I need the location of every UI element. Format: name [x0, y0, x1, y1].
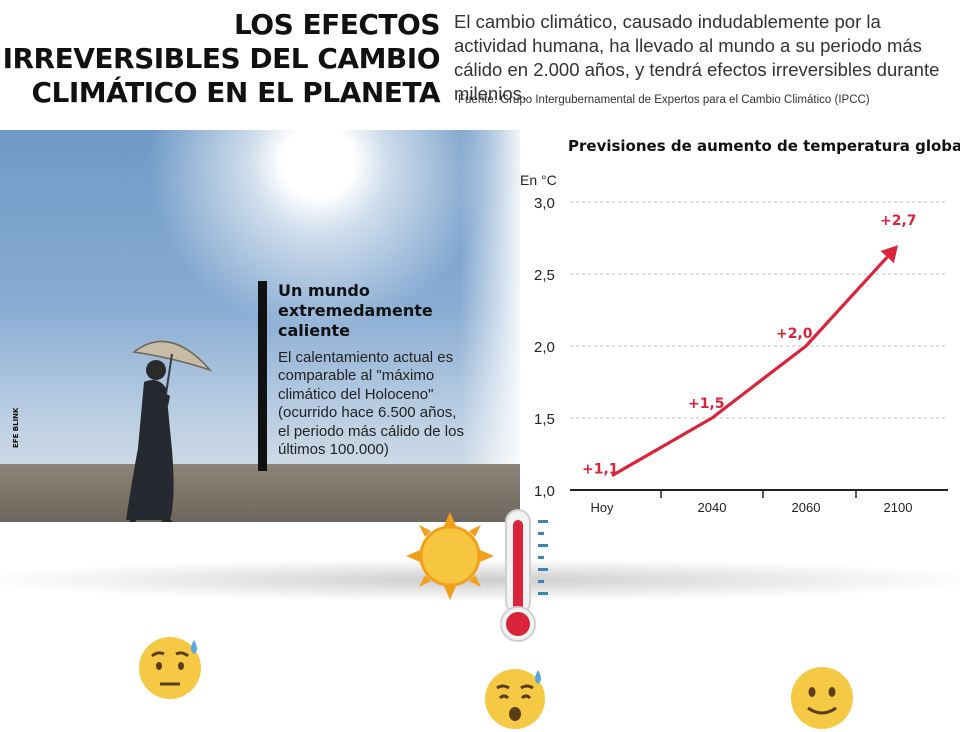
- point-label: +2,7: [880, 213, 917, 229]
- thermometer-icon: [500, 509, 548, 642]
- intro-text: El cambio climático, causado indudableme…: [454, 11, 940, 104]
- callout-bar: [258, 281, 267, 471]
- x-tick-label: Hoy: [590, 500, 614, 515]
- source-text: Fuente: Grupo Intergubernamental de Expe…: [458, 94, 870, 106]
- chart-series: [611, 245, 898, 477]
- sun-icon: [406, 512, 494, 600]
- x-tick-label: 2060: [792, 500, 821, 515]
- smiling-face-icon: [791, 667, 853, 729]
- point-label: +2,0: [776, 326, 813, 342]
- chart-y-label: En °C: [520, 172, 557, 188]
- photo-fade: [460, 130, 520, 522]
- sad-face-icon: [139, 637, 201, 699]
- woman-with-umbrella-icon: [126, 340, 213, 522]
- bottom-shadow: [0, 560, 960, 600]
- chart-y-ticks: 1,0 1,5 2,0 2,5 3,0: [534, 195, 555, 500]
- y-tick-label: 3,0: [534, 195, 555, 212]
- chart-title: Previsiones de aumento de temperatura gl…: [568, 137, 960, 155]
- title-line-2: IRREVERSIBLES DEL CAMBIO: [2, 42, 441, 75]
- series-line: [611, 255, 889, 477]
- agency-logo: EFE BLINK: [12, 407, 20, 449]
- page-title: LOS EFECTOS IRREVERSIBLES DEL CAMBIO CLI…: [0, 8, 441, 110]
- x-tick-label: 2100: [884, 500, 913, 515]
- y-tick-label: 2,0: [534, 339, 555, 356]
- chart-point-labels: +1,1 +1,5 +2,0 +2,7: [582, 213, 917, 477]
- point-label: +1,1: [582, 462, 619, 478]
- series-arrowhead: [880, 245, 898, 264]
- y-tick-label: 1,0: [534, 483, 555, 500]
- heat-photo: EFE BLINK Un mundo extremedamente calien…: [0, 130, 520, 522]
- temperature-chart: 1,0 1,5 2,0 2,5 3,0 Hoy 2040 2060 2100 En °C +1…: [520, 172, 948, 515]
- sweating-face-icon: [485, 669, 545, 729]
- title-line-3: CLIMÁTICO EN EL PLANETA: [31, 76, 441, 109]
- chart-x-ticks: Hoy 2040 2060 2100: [590, 490, 912, 515]
- x-tick-label: 2040: [698, 500, 727, 515]
- callout-title: Un mundo extremedamente caliente: [278, 281, 433, 340]
- y-tick-label: 2,5: [534, 267, 555, 284]
- y-tick-label: 1,5: [534, 411, 555, 428]
- point-label: +1,5: [688, 396, 725, 412]
- photo-wall: [0, 464, 520, 522]
- callout-body: El calentamiento actual es comparable al…: [278, 349, 464, 459]
- chart-grid: [570, 201, 948, 491]
- title-line-1: LOS EFECTOS: [233, 8, 441, 41]
